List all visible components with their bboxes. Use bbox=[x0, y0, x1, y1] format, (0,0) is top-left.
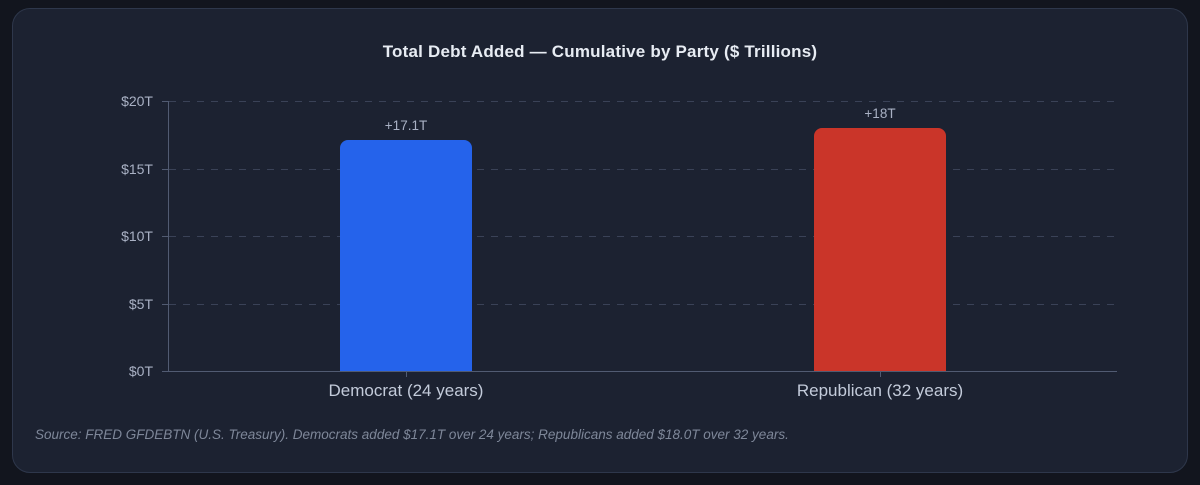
y-tick-mark bbox=[162, 236, 169, 237]
x-axis-label-republican: Republican (32 years) bbox=[796, 381, 964, 400]
y-tick-mark bbox=[162, 303, 169, 305]
x-axis-label-democrat: Democrat (24 years) bbox=[328, 381, 484, 400]
bar-slot-republican: +18T bbox=[643, 101, 1117, 377]
y-axis-tick-label: $20T bbox=[121, 93, 153, 109]
bar-value-label-democrat: +17.1T bbox=[384, 118, 428, 134]
plot-area: $20T $15T $10T $5T $0T +17.1T +18T Democ… bbox=[121, 93, 1117, 400]
source-note: Source: FRED GFDEBTN (U.S. Treasury). De… bbox=[35, 427, 789, 442]
gridline-20t bbox=[169, 101, 1117, 102]
gridline-5t bbox=[169, 303, 1117, 305]
bar-republican bbox=[814, 128, 946, 371]
bar-value-label-republican: +18T bbox=[864, 106, 896, 121]
y-tick-mark bbox=[162, 168, 169, 170]
gridline-15t bbox=[169, 168, 1117, 170]
y-axis-tick-label: $5T bbox=[128, 295, 153, 312]
bar-democrat bbox=[340, 140, 472, 371]
gridline-10t bbox=[169, 236, 1117, 237]
y-axis-tick-label: $10T bbox=[121, 228, 153, 244]
bar-slot-democrat: +17.1T bbox=[169, 101, 643, 377]
y-tick-mark bbox=[162, 101, 169, 102]
y-axis-tick-label: $15T bbox=[121, 160, 153, 177]
x-tick-mark bbox=[880, 371, 881, 377]
chart-card: Total Debt Added — Cumulative by Party (… bbox=[12, 8, 1188, 473]
y-axis-tick-label: $0T bbox=[128, 363, 153, 379]
y-tick-mark bbox=[162, 371, 169, 372]
x-tick-mark bbox=[406, 371, 407, 377]
chart-title: Total Debt Added — Cumulative by Party (… bbox=[382, 42, 818, 61]
